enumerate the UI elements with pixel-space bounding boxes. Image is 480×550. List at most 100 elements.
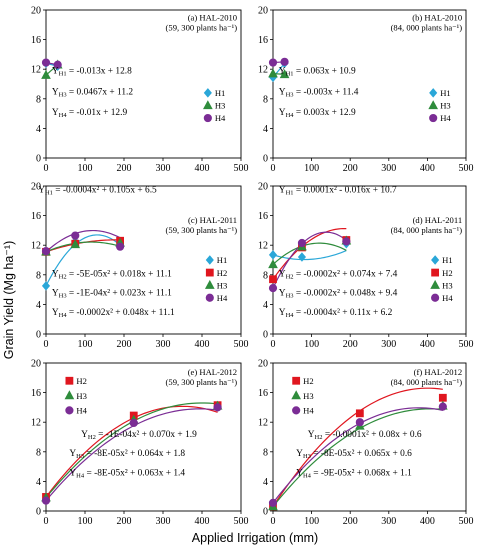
x-tick-label: 100 bbox=[304, 163, 319, 174]
fit-line-h3 bbox=[45, 241, 121, 253]
panel-title: (f) HAL-2012 bbox=[414, 367, 462, 377]
regression-equation: YH2 = -0.0002x² + 0.074x + 7.4 bbox=[279, 269, 398, 280]
y-tick-label: 0 bbox=[263, 154, 268, 165]
legend-marker-h3 bbox=[204, 279, 215, 289]
regression-equation: YH4 = -0.0004x² + 0.11x + 6.2 bbox=[279, 308, 393, 319]
x-tick-label: 300 bbox=[156, 516, 171, 527]
x-tick-label: 300 bbox=[381, 516, 396, 527]
legend-label-h2: H2 bbox=[217, 268, 228, 278]
panel-title: (b) HAL-2010 bbox=[412, 12, 462, 22]
fit-line-h2 bbox=[272, 227, 347, 280]
y-tick-label: 8 bbox=[263, 94, 268, 105]
x-tick-label: 200 bbox=[343, 516, 358, 527]
data-point-h4 bbox=[129, 418, 138, 428]
legend-marker-h1 bbox=[203, 88, 212, 98]
legend-label-h1: H1 bbox=[440, 88, 451, 98]
legend-label-h1: H1 bbox=[217, 255, 228, 265]
fit-line-h2 bbox=[272, 387, 443, 507]
x-tick-label: 0 bbox=[44, 163, 49, 174]
legend-marker-h4 bbox=[292, 406, 301, 415]
legend-label-h3: H3 bbox=[76, 391, 87, 401]
y-tick-label: 4 bbox=[263, 300, 268, 311]
legend-marker-h1 bbox=[431, 255, 440, 265]
x-tick-label: 200 bbox=[117, 339, 132, 350]
x-tick-label: 0 bbox=[271, 339, 276, 350]
y-tick-label: 4 bbox=[36, 300, 41, 311]
y-tick-label: 20 bbox=[31, 182, 41, 193]
legend-marker-h4 bbox=[431, 293, 440, 302]
x-tick-label: 200 bbox=[343, 163, 358, 174]
x-tick-label: 200 bbox=[117, 163, 132, 174]
x-tick-label: 400 bbox=[195, 516, 210, 527]
data-point-h4 bbox=[41, 496, 51, 505]
panel-subtitle: (59, 300 plants ha⁻¹) bbox=[166, 377, 238, 387]
legend-label-h4: H4 bbox=[217, 293, 228, 303]
y-tick-label: 8 bbox=[36, 270, 41, 281]
x-tick-label: 200 bbox=[343, 339, 358, 350]
legend-label-h1: H1 bbox=[442, 255, 453, 265]
regression-equation: YH2 = -0.0001x² + 0.08x + 0.6 bbox=[308, 430, 422, 441]
y-tick-label: 20 bbox=[258, 182, 268, 193]
x-tick-label: 0 bbox=[271, 163, 276, 174]
regression-equation: YH1 = -0.013x + 12.8 bbox=[52, 67, 132, 78]
x-tick-label: 0 bbox=[44, 339, 49, 350]
regression-equation: YH4 = -9E-05x² + 0.068x + 1.1 bbox=[296, 468, 412, 479]
regression-equation: YH4 = -0.01x + 12.9 bbox=[52, 108, 128, 119]
y-tick-label: 20 bbox=[258, 359, 268, 370]
data-point-h4 bbox=[213, 403, 222, 412]
plot-frame bbox=[45, 362, 242, 512]
x-tick-label: 500 bbox=[459, 516, 474, 527]
x-tick-label: 400 bbox=[420, 339, 435, 350]
regression-equation: YH4 = 0.003x + 12.9 bbox=[279, 108, 356, 119]
panel-title: (c) HAL-2011 bbox=[188, 215, 237, 225]
legend-label-h3: H3 bbox=[442, 280, 453, 290]
y-tick-label: 4 bbox=[36, 477, 41, 488]
x-tick-label: 500 bbox=[234, 163, 249, 174]
plot-frame bbox=[45, 185, 242, 335]
y-tick-label: 16 bbox=[31, 211, 41, 222]
fit-line-h1 bbox=[45, 234, 121, 287]
y-tick-label: 12 bbox=[258, 65, 268, 76]
panel-subtitle: (84, 000 plants ha⁻¹) bbox=[391, 22, 463, 32]
fit-line-h2 bbox=[45, 239, 121, 253]
y-tick-label: 12 bbox=[258, 418, 268, 429]
legend-label-h1: H1 bbox=[215, 88, 226, 98]
y-tick-label: 16 bbox=[31, 388, 41, 399]
regression-equation: YH2 = -5E-05x² + 0.018x + 11.1 bbox=[52, 269, 172, 280]
legend-marker-h1 bbox=[205, 255, 214, 265]
fit-line-h1 bbox=[272, 250, 347, 261]
regression-equation: YH1 = 0.0001x² - 0.016x + 10.7 bbox=[279, 186, 397, 197]
x-tick-label: 100 bbox=[304, 516, 319, 527]
y-tick-label: 0 bbox=[36, 330, 41, 341]
legend-label-h2: H2 bbox=[442, 268, 453, 278]
y-tick-label: 0 bbox=[36, 154, 41, 165]
regression-equation: YH3 = -0.0002x² + 0.048x + 9.4 bbox=[279, 289, 398, 300]
fit-line-h3 bbox=[272, 242, 347, 265]
legend-label-h3: H3 bbox=[215, 101, 226, 111]
legend-label-h3: H3 bbox=[217, 280, 228, 290]
legend-label-h2: H2 bbox=[76, 376, 87, 386]
legend-marker-h2 bbox=[292, 376, 301, 385]
data-point-h2 bbox=[355, 409, 364, 418]
y-tick-label: 0 bbox=[36, 507, 41, 518]
panel-title: (e) HAL-2012 bbox=[188, 367, 237, 377]
panel-title: (a) HAL-2010 bbox=[188, 12, 237, 22]
legend-label-h3: H3 bbox=[440, 101, 451, 111]
y-tick-label: 16 bbox=[258, 388, 268, 399]
y-tick-label: 8 bbox=[36, 94, 41, 105]
panel-title: (d) HAL-2011 bbox=[413, 215, 463, 225]
y-tick-label: 4 bbox=[263, 124, 268, 135]
regression-equation: YH3 = -0.003x + 11.4 bbox=[279, 87, 359, 98]
plot-frame bbox=[45, 9, 242, 159]
regression-equation: YH3 = -8E-05x² + 0.065x + 0.6 bbox=[296, 449, 412, 460]
data-point-h3 bbox=[279, 69, 290, 79]
data-point-h4 bbox=[355, 418, 364, 427]
data-point-h4 bbox=[268, 284, 278, 293]
data-point-h4 bbox=[297, 238, 307, 248]
data-point-h4 bbox=[71, 231, 80, 240]
